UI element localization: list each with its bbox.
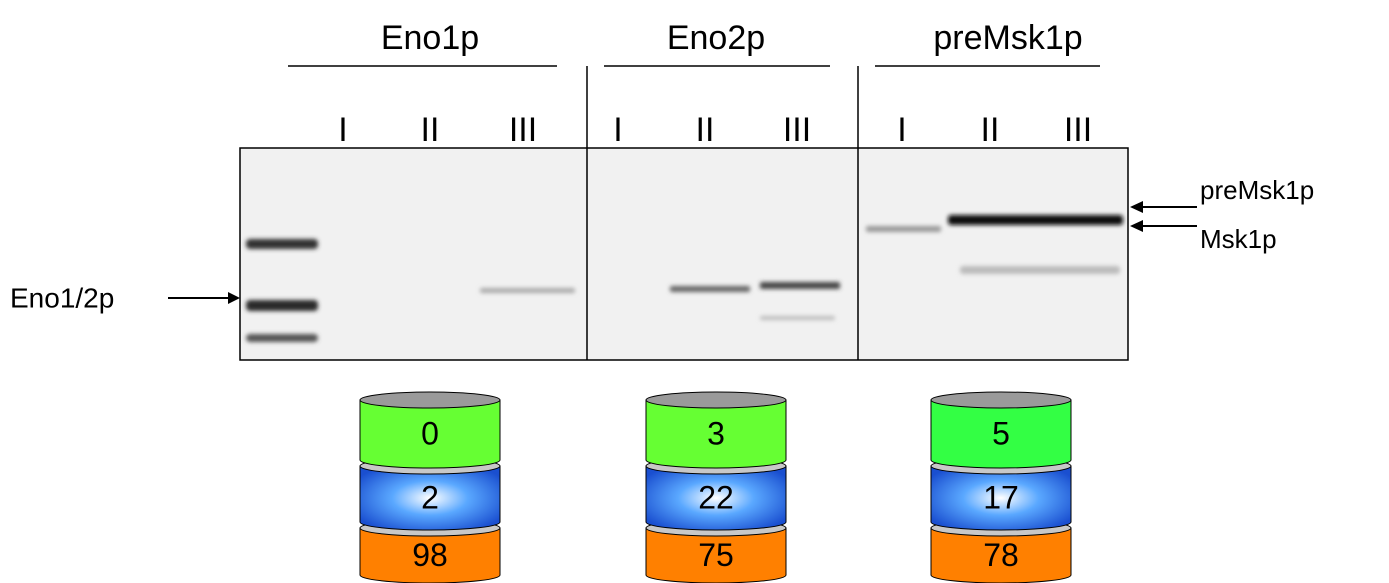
cylinder-top <box>931 392 1071 408</box>
cylinder-value: 98 <box>412 537 448 573</box>
cylinder-value: 17 <box>983 479 1019 515</box>
cylinder-value: 75 <box>698 537 734 573</box>
cylinder-value: 22 <box>698 479 734 515</box>
lane-label: II <box>421 111 440 149</box>
lane-label: III <box>1064 111 1092 149</box>
cylinder-value: 2 <box>421 479 439 515</box>
lane-label: I <box>613 111 622 149</box>
lane-label: II <box>696 111 715 149</box>
right-label-top: preMsk1p <box>1200 175 1314 205</box>
cylinder-value: 78 <box>983 537 1019 573</box>
cylinder-top <box>646 392 786 408</box>
group-title: Eno2p <box>667 19 765 57</box>
lane-label: I <box>338 111 347 149</box>
lane-label: I <box>897 111 906 149</box>
right-label-bottom: Msk1p <box>1200 224 1277 254</box>
lane-label: III <box>509 111 537 149</box>
cylinder-value: 3 <box>707 415 725 451</box>
group-title: Eno1p <box>381 19 479 57</box>
figure: Eno1/2p preMsk1p Msk1p Eno1pIIIIII9820En… <box>0 0 1389 583</box>
group-title: preMsk1p <box>933 19 1082 57</box>
left-label: Eno1/2p <box>10 282 114 313</box>
cylinder-value: 0 <box>421 415 439 451</box>
lane-label: II <box>981 111 1000 149</box>
lane-label: III <box>783 111 811 149</box>
cylinder-top <box>360 392 500 408</box>
cylinder-value: 5 <box>992 415 1010 451</box>
